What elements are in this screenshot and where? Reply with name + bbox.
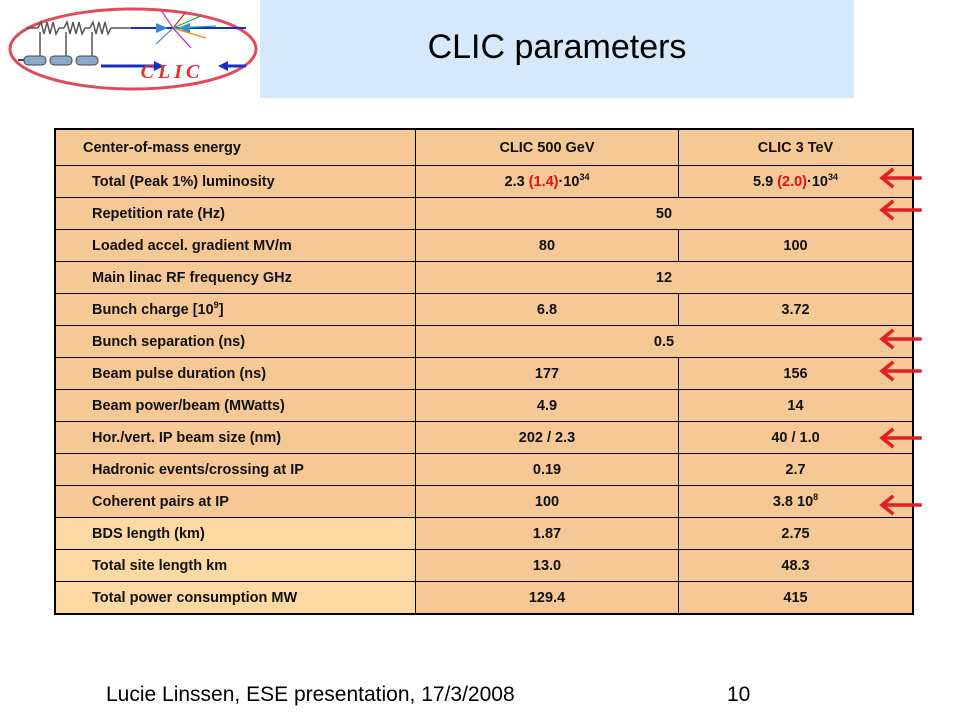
- row-label: Bunch charge [109]: [55, 293, 416, 326]
- svg-text:CLIC: CLIC: [141, 61, 204, 83]
- row-value-500gev: 2.3 (1.4)·1034: [415, 165, 679, 198]
- row-label: Bunch separation (ns): [55, 325, 416, 358]
- row-label: Total site length km: [55, 549, 416, 582]
- row-label: Loaded accel. gradient MV/m: [55, 229, 416, 262]
- table-row: Hor./vert. IP beam size (nm) 202 / 2.3 4…: [55, 421, 913, 454]
- row-value-3tev: 2.75: [678, 517, 913, 550]
- row-value-3tev: 100: [678, 229, 913, 262]
- row-label: Beam power/beam (MWatts): [55, 389, 416, 422]
- left-arrow-icon: [879, 328, 922, 350]
- row-label: Hor./vert. IP beam size (nm): [55, 421, 416, 454]
- row-value-3tev: 48.3: [678, 549, 913, 582]
- header-clic-500-gev: CLIC 500 GeV: [415, 129, 679, 166]
- row-value-500gev: 100: [415, 485, 679, 518]
- header-parameter: Center-of-mass energy: [55, 129, 416, 166]
- row-value-500gev: 177: [415, 357, 679, 390]
- row-value-3tev: 5.9 (2.0)·1034: [678, 165, 913, 198]
- left-arrow-icon: [879, 360, 922, 382]
- table-row: Hadronic events/crossing at IP 0.19 2.7: [55, 453, 913, 486]
- clic-logo: CLIC: [6, 4, 260, 94]
- row-value-500gev: 13.0: [415, 549, 679, 582]
- row-value-3tev: 3.72: [678, 293, 913, 326]
- slide-title: CLIC parameters: [427, 28, 687, 66]
- row-label: Total power consumption MW: [55, 581, 416, 615]
- left-arrow-icon: [879, 199, 922, 221]
- row-label: Coherent pairs at IP: [55, 485, 416, 518]
- left-arrow-icon: [879, 494, 922, 516]
- table-row: Beam pulse duration (ns) 177 156: [55, 357, 913, 390]
- row-value-500gev: 4.9: [415, 389, 679, 422]
- table-row: Total power consumption MW 129.4 415: [55, 581, 913, 615]
- table-row: Loaded accel. gradient MV/m 80 100: [55, 229, 913, 262]
- row-value-500gev: 1.87: [415, 517, 679, 550]
- row-label: Hadronic events/crossing at IP: [55, 453, 416, 486]
- row-label: Beam pulse duration (ns): [55, 357, 416, 390]
- row-label: Repetition rate (Hz): [55, 197, 416, 230]
- row-label: Main linac RF frequency GHz: [55, 261, 416, 294]
- row-value-500gev: 6.8: [415, 293, 679, 326]
- row-value-shared: 0.5: [415, 325, 913, 358]
- table-row: Bunch separation (ns) 0.5: [55, 325, 913, 358]
- table-row: Main linac RF frequency GHz 12: [55, 261, 913, 294]
- table-row: Total site length km 13.0 48.3: [55, 549, 913, 582]
- page-number: 10: [727, 683, 751, 706]
- row-value-3tev: 14: [678, 389, 913, 422]
- row-label: BDS length (km): [55, 517, 416, 550]
- row-value-shared: 50: [415, 197, 913, 230]
- row-value-500gev: 129.4: [415, 581, 679, 615]
- row-value-3tev: 415: [678, 581, 913, 615]
- left-arrow-icon: [879, 167, 922, 189]
- table-row: Repetition rate (Hz) 50: [55, 197, 913, 230]
- row-value-3tev: 2.7: [678, 453, 913, 486]
- table-row: Coherent pairs at IP 100 3.8 108: [55, 485, 913, 518]
- row-value-3tev: 156: [678, 357, 913, 390]
- row-value-3tev: 40 / 1.0: [678, 421, 913, 454]
- table-row: BDS length (km) 1.87 2.75: [55, 517, 913, 550]
- row-value-3tev: 3.8 108: [678, 485, 913, 518]
- table-row: Bunch charge [109] 6.8 3.72: [55, 293, 913, 326]
- row-value-500gev: 202 / 2.3: [415, 421, 679, 454]
- row-value-500gev: 0.19: [415, 453, 679, 486]
- left-arrow-icon: [879, 427, 922, 449]
- table-row: Total (Peak 1%) luminosity 2.3 (1.4)·103…: [55, 165, 913, 198]
- title-band: CLIC parameters: [260, 0, 854, 98]
- table-row: Beam power/beam (MWatts) 4.9 14: [55, 389, 913, 422]
- row-value-500gev: 80: [415, 229, 679, 262]
- footer-text: Lucie Linssen, ESE presentation, 17/3/20…: [106, 683, 515, 706]
- table-header-row: Center-of-mass energy CLIC 500 GeV CLIC …: [55, 129, 913, 166]
- header-clic-3-tev: CLIC 3 TeV: [678, 129, 913, 166]
- row-label: Total (Peak 1%) luminosity: [55, 165, 416, 198]
- row-value-shared: 12: [415, 261, 913, 294]
- clic-parameters-table: Center-of-mass energy CLIC 500 GeV CLIC …: [54, 128, 914, 615]
